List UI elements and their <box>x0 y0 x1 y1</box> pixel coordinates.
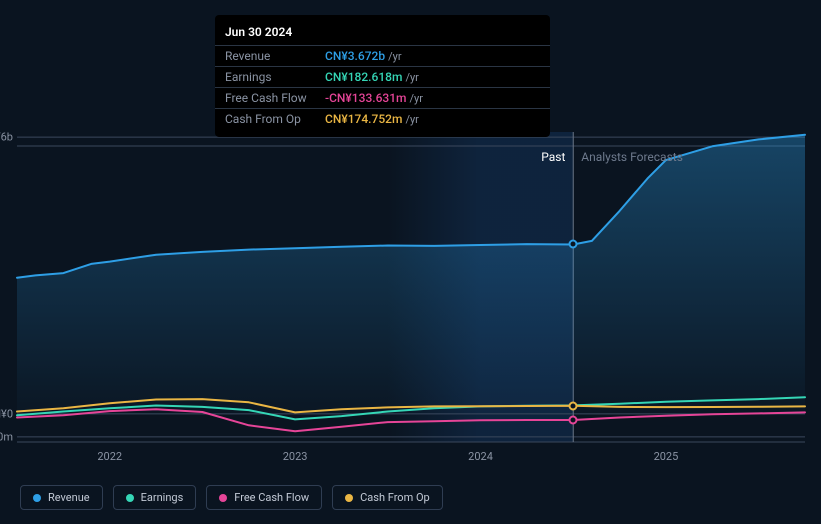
tooltip-row-label: Revenue <box>225 49 315 63</box>
forecast-label: Analysts Forecasts <box>581 150 683 164</box>
series-marker <box>569 401 578 410</box>
hover-tooltip: Jun 30 2024 Revenue CN¥3.672b/yrEarnings… <box>215 15 550 137</box>
legend-dot-icon <box>345 494 353 502</box>
tooltip-row: Revenue CN¥3.672b/yr <box>215 45 550 66</box>
tooltip-row: Free Cash Flow -CN¥133.631m/yr <box>215 87 550 108</box>
series-marker <box>569 415 578 424</box>
legend-dot-icon <box>126 494 134 502</box>
legend-dot-icon <box>219 494 227 502</box>
tooltip-row-value: CN¥182.618m <box>325 70 402 84</box>
tooltip-row: Cash From Op CN¥174.752m/yr <box>215 108 550 129</box>
legend-item-cfo[interactable]: Cash From Op <box>332 485 443 510</box>
x-axis-label: 2025 <box>654 450 679 463</box>
legend-label: Cash From Op <box>360 491 430 504</box>
legend-label: Earnings <box>141 491 184 504</box>
legend-item-revenue[interactable]: Revenue <box>20 485 103 510</box>
tooltip-row-value: -CN¥133.631m <box>325 91 407 105</box>
tooltip-row-value: CN¥174.752m <box>325 112 402 126</box>
y-axis-label: -CN¥500m <box>0 430 15 443</box>
tooltip-rows: Revenue CN¥3.672b/yrEarnings CN¥182.618m… <box>215 45 550 129</box>
legend: Revenue Earnings Free Cash Flow Cash From O… <box>20 485 443 510</box>
tooltip-row-suffix: /yr <box>405 113 418 126</box>
series-marker <box>569 240 578 249</box>
legend-dot-icon <box>33 494 41 502</box>
tooltip-row-suffix: /yr <box>410 92 423 105</box>
x-axis-label: 2024 <box>468 450 493 463</box>
tooltip-row-value: CN¥3.672b <box>325 49 385 63</box>
x-axis-label: 2023 <box>283 450 308 463</box>
legend-label: Revenue <box>48 491 90 504</box>
tooltip-row-suffix: /yr <box>388 50 401 63</box>
tooltip-row-label: Earnings <box>225 70 315 84</box>
tooltip-row: Earnings CN¥182.618m/yr <box>215 66 550 87</box>
tooltip-row-suffix: /yr <box>405 71 418 84</box>
past-label: Past <box>541 150 565 164</box>
chart-container: Jun 30 2024 Revenue CN¥3.672b/yrEarnings… <box>0 0 821 524</box>
tooltip-date: Jun 30 2024 <box>215 23 550 45</box>
legend-label: Free Cash Flow <box>234 491 309 504</box>
y-axis-label: CN¥0 <box>0 407 15 420</box>
x-axis-label: 2022 <box>97 450 122 463</box>
y-axis-label: CN¥6b <box>0 131 15 144</box>
tooltip-row-label: Free Cash Flow <box>225 91 315 105</box>
legend-item-fcf[interactable]: Free Cash Flow <box>206 485 322 510</box>
tooltip-row-label: Cash From Op <box>225 112 315 126</box>
legend-item-earnings[interactable]: Earnings <box>113 485 197 510</box>
